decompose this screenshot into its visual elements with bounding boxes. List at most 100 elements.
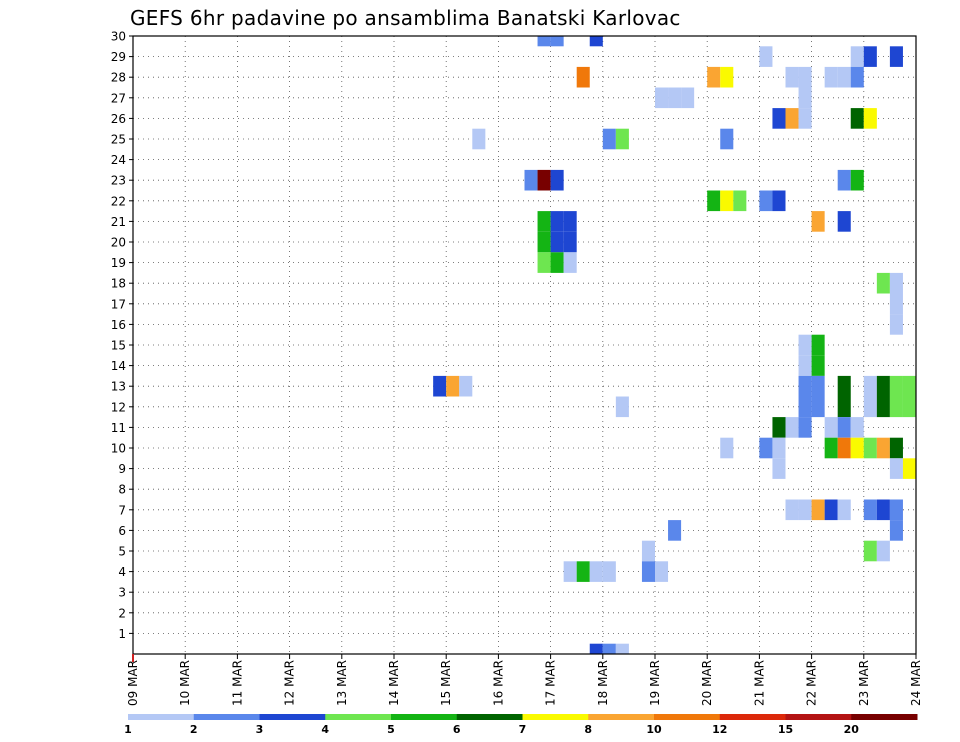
y-tick-label: 6 [118,524,126,538]
precip-cell [798,66,812,88]
precip-cell [863,437,877,459]
precip-cell [824,499,838,521]
precip-cell [824,66,838,88]
precip-cell [902,396,916,418]
x-tick-label: 23 MAR [857,660,871,706]
colorbar-segment [851,714,918,720]
precip-cell [798,417,812,438]
y-tick-label: 26 [111,112,126,126]
precip-cell [759,46,773,67]
y-tick-label: 21 [111,215,126,229]
y-tick-label: 29 [111,50,126,64]
precip-cell [824,437,838,459]
precip-cell [850,417,864,438]
precip-cell [889,46,903,67]
colorbar-label: 5 [387,723,395,736]
precip-cell [550,252,564,273]
precip-cell [707,190,721,212]
precip-cell [889,272,903,294]
precip-cell [720,437,734,459]
precip-cell [889,396,903,418]
colorbar-segment [785,714,852,720]
precip-cell [889,437,903,459]
precip-cell [563,561,577,582]
precip-cell [876,396,890,418]
x-tick-label: 19 MAR [648,660,662,706]
colorbar-segment [128,714,195,720]
colorbar-segment [193,714,260,720]
colorbar-label: 1 [124,723,132,736]
precip-cell [785,66,799,88]
x-axis: 09 MAR 10 MAR 11 MAR 12 MAR 13 MAR 14 MAR 15 M… [126,654,923,706]
precip-cell [472,128,486,150]
precip-cell [589,643,603,654]
precip-cell [759,437,773,459]
precip-cell [902,458,916,479]
precip-cell [602,643,616,654]
precip-cell [563,231,577,253]
precip-cell [550,169,564,191]
precip-cell [850,169,864,191]
y-tick-label: 23 [111,174,126,188]
precip-cell [889,499,903,521]
precip-cell [707,66,721,88]
y-tick-label: 16 [111,318,126,332]
precip-cell [863,499,877,521]
x-tick-label: 18 MAR [596,660,610,706]
precip-cell [524,169,538,191]
colorbar-segment [259,714,326,720]
precip-cell [889,458,903,479]
precip-cell [850,108,864,129]
precip-cell [720,190,734,212]
colorbar-label: 2 [190,723,198,736]
precip-cell [837,66,851,88]
precip-cell [433,375,447,397]
precip-cell [759,190,773,212]
precip-cell [772,190,786,212]
colorbar-label: 10 [646,723,662,736]
x-tick-label: 12 MAR [283,660,297,706]
precip-cell [589,36,603,47]
precip-cell [537,169,551,191]
precip-cell [785,108,799,129]
precip-cell [615,643,629,654]
precip-cell [876,375,890,397]
y-tick-label: 19 [111,256,126,270]
colorbar-label: 4 [321,723,329,736]
x-tick-label: 14 MAR [387,660,401,706]
precip-cell [876,499,890,521]
y-tick-label: 10 [111,442,126,456]
precip-cell [863,375,877,397]
chart-title: GEFS 6hr padavine po ansamblima Banatski… [130,6,681,30]
precip-cell [876,437,890,459]
colorbar: 1 2 3 4 5 6 7 8 10 12 15 20 [124,714,918,736]
precip-cell [798,87,812,109]
colorbar-segment [654,714,721,720]
precip-cell [655,561,669,582]
precip-cell [798,334,812,356]
precip-cell [811,499,825,521]
x-tick-label: 20 MAR [700,660,714,706]
precip-cell [863,540,877,562]
x-tick-label: 11 MAR [230,660,244,706]
precip-cell [537,252,551,273]
colorbar-label: 3 [256,723,264,736]
x-tick-label: 15 MAR [439,660,453,706]
precip-cell [798,108,812,129]
precip-cell [850,46,864,67]
y-tick-label: 3 [118,586,126,600]
precip-cell [772,108,786,129]
colorbar-segment [391,714,458,720]
precip-cell [811,334,825,356]
colorbar-label: 15 [778,723,793,736]
colorbar-label: 8 [584,723,592,736]
y-tick-label: 25 [111,133,126,147]
y-tick-label: 30 [111,30,126,44]
y-tick-label: 20 [111,236,126,250]
precip-cell [889,314,903,335]
precip-cell [446,375,460,397]
colorbar-segment [522,714,589,720]
precip-cell [837,375,851,397]
precip-cell [837,169,851,191]
precip-cell [824,417,838,438]
